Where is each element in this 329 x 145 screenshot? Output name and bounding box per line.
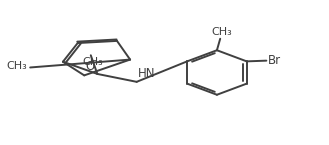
Text: HN: HN xyxy=(138,67,156,80)
Text: CH₃: CH₃ xyxy=(82,57,103,67)
Text: CH₃: CH₃ xyxy=(7,61,28,71)
Text: O: O xyxy=(86,60,95,73)
Text: Br: Br xyxy=(268,54,281,67)
Text: CH₃: CH₃ xyxy=(212,27,232,37)
